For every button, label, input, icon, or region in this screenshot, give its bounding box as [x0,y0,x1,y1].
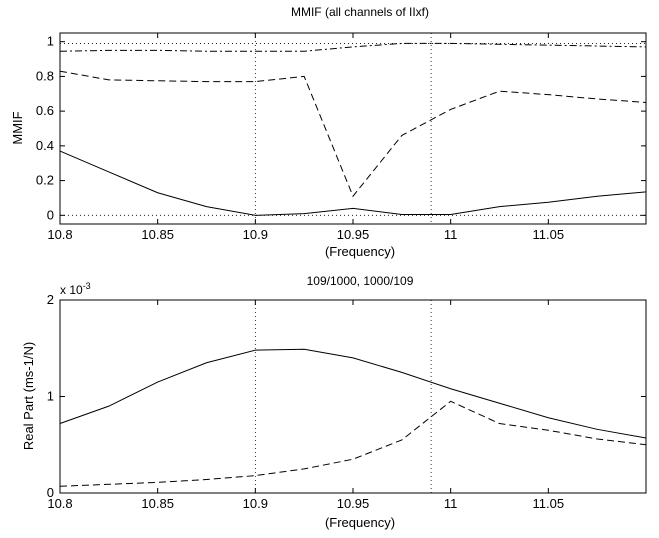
x-tick-label-0: 10.8 [47,496,72,511]
mmif-xlabel: (Frequency) [325,244,395,259]
y-tick-label-1: 1 [47,389,54,404]
real-part-panel: 109/1000, 1000/109 Real Part (ms-1/N) (F… [21,274,647,530]
real-part-ylabel: Real Part (ms-1/N) [21,342,36,450]
axes-frame [59,32,647,225]
mmif-title: MMIF (all channels of IIxf) [291,5,429,19]
x-tick-label-2: 10.9 [243,496,268,511]
y-tick-label-2: 2 [47,292,54,307]
mmif-plot-area: 10.8 10.85 10.9 10.95 11 11.05 0 0.2 0.4 0.6 0.8 1 [36,32,647,242]
x-tick-label-1: 10.85 [141,227,174,242]
series-line-0 [59,348,647,439]
y-scale-factor: x 10-3 [60,281,91,297]
axes-frame [59,299,647,494]
y-scale-exponent: -3 [83,281,91,291]
x-tick-label-1: 10.85 [141,496,174,511]
y-tick-label-2: 0.4 [36,138,54,153]
real-part-plot-area: 10.8 10.85 10.9 10.95 11 11.05 0 1 2 [47,292,647,511]
y-tick-label-3: 0.6 [36,103,54,118]
real-part-title: 109/1000, 1000/109 [307,274,414,288]
x-tick-label-5: 11.05 [533,496,565,511]
x-tick-label-2: 10.9 [243,227,268,242]
real-part-xlabel: (Frequency) [325,515,395,530]
x-tick-label-4: 11 [444,227,458,242]
series-line-2 [59,42,647,52]
y-tick-label-1: 0.2 [36,173,54,188]
y-tick-label-5: 1 [47,34,54,49]
series-line-1 [59,400,647,487]
x-tick-label-0: 10.8 [47,227,72,242]
series-line-1 [59,70,647,198]
y-scale-label: x 10 [60,283,83,297]
x-tick-label-4: 11 [444,496,458,511]
x-tick-label-5: 11.05 [533,227,565,242]
y-tick-label-0: 0 [47,207,54,222]
y-tick-label-0: 0 [47,485,54,500]
series-line-0 [59,150,647,216]
mmif-panel: MMIF (all channels of IIxf) MMIF (Freque… [10,5,647,259]
mmif-ylabel: MMIF [10,111,25,144]
x-tick-label-3: 10.95 [337,227,370,242]
y-tick-label-4: 0.8 [36,68,54,83]
x-tick-label-3: 10.95 [337,496,370,511]
